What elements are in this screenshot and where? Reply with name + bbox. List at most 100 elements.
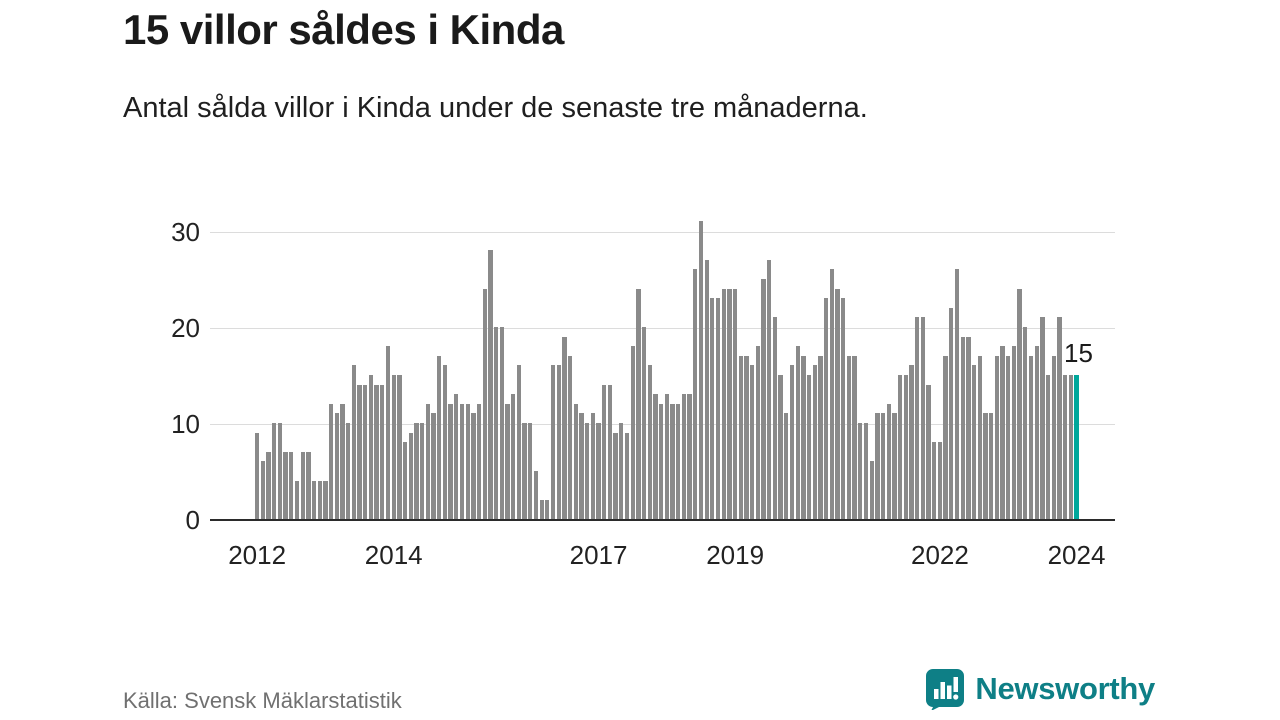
x-axis-line [210, 519, 1115, 521]
bar [647, 365, 652, 519]
bar [687, 394, 692, 519]
bar [772, 317, 778, 519]
gridline [210, 232, 1115, 233]
bar [590, 413, 595, 519]
bar [829, 269, 834, 519]
bar [311, 480, 317, 519]
y-axis-label: 10 [171, 409, 200, 439]
bar [357, 384, 362, 519]
bar [425, 403, 430, 519]
bar [579, 413, 584, 519]
bar [983, 413, 988, 519]
bar [909, 365, 914, 519]
y-axis-label: 20 [171, 313, 200, 343]
bar [1011, 346, 1017, 519]
bar [767, 259, 772, 519]
bar [676, 403, 681, 519]
bar [289, 451, 294, 519]
bar [306, 451, 311, 519]
bar [761, 279, 766, 519]
bar [465, 403, 470, 519]
bar [801, 355, 806, 519]
bar [915, 317, 920, 519]
chart-title: 15 villor såldes i Kinda [123, 6, 564, 53]
bar [596, 423, 601, 519]
bar [533, 471, 539, 519]
bar [505, 403, 510, 519]
value-label: 15 [1064, 338, 1093, 368]
bar [340, 403, 345, 519]
bar [368, 375, 374, 519]
bar [880, 413, 886, 519]
bar [397, 375, 402, 519]
bar [971, 365, 977, 519]
bar [294, 480, 300, 519]
bar [812, 365, 817, 519]
bar [476, 403, 482, 519]
bar [402, 442, 408, 519]
bar [886, 403, 891, 519]
bar [431, 413, 436, 519]
bar [556, 365, 561, 519]
bar [255, 432, 260, 519]
bar [385, 346, 391, 519]
bar [835, 288, 840, 519]
bar [710, 298, 715, 519]
bar [1051, 355, 1056, 519]
bar [511, 394, 516, 519]
bar [1028, 355, 1034, 519]
source-note: Källa: Svensk Mäklarstatistik [123, 688, 402, 713]
bar [459, 403, 465, 519]
x-axis-label: 2022 [911, 540, 969, 570]
bar [778, 375, 783, 519]
bar [1062, 375, 1068, 519]
bar [721, 288, 726, 519]
bar [283, 451, 288, 519]
bar [869, 461, 874, 519]
bar [926, 384, 931, 519]
bar [994, 355, 999, 519]
bar [300, 451, 305, 519]
bar [493, 327, 499, 519]
highlighted-bar [1074, 375, 1079, 519]
bar [818, 355, 823, 519]
bar [943, 355, 948, 519]
bar [323, 480, 328, 519]
bar [1057, 317, 1062, 519]
bar [545, 499, 550, 519]
bar [744, 355, 749, 519]
bar [966, 336, 971, 519]
bar [755, 346, 761, 519]
bar [272, 423, 277, 519]
bar [317, 480, 322, 519]
bar [789, 365, 795, 519]
bar [260, 461, 265, 519]
bar [573, 403, 578, 519]
bar [550, 365, 556, 519]
bar [499, 327, 504, 519]
chart-subtitle: Antal sålda villor i Kinda under de sena… [123, 92, 868, 124]
y-axis-label: 30 [171, 217, 200, 247]
bar [1000, 346, 1005, 519]
newsworthy-logo-icon [926, 669, 965, 710]
bar [715, 298, 721, 519]
bar [1006, 355, 1011, 519]
bar [516, 365, 522, 519]
bar [795, 346, 800, 519]
newsworthy-logo: Newsworthy [925, 668, 1155, 710]
x-axis-label: 2024 [1047, 540, 1106, 570]
bar [977, 355, 982, 519]
bar [1017, 288, 1022, 519]
bar [750, 365, 755, 519]
bar [636, 288, 641, 519]
bar [664, 394, 669, 519]
bar [420, 423, 425, 519]
bar [522, 423, 527, 519]
bar [1034, 346, 1039, 519]
bar [949, 307, 954, 519]
bar [567, 355, 573, 519]
bar [607, 384, 613, 519]
bar [824, 298, 829, 519]
bar [334, 413, 339, 519]
